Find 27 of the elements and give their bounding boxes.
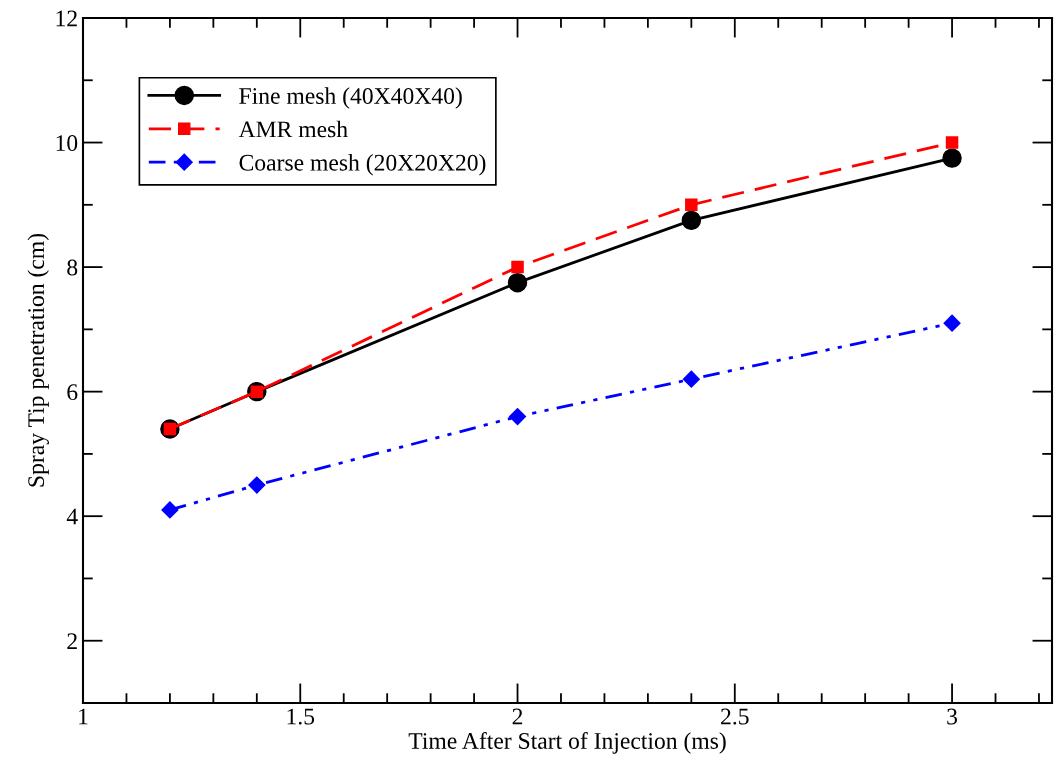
point <box>161 501 179 519</box>
x-tick-label: 2.5 <box>721 708 749 725</box>
point <box>508 407 527 426</box>
point <box>248 476 266 494</box>
legend-label: AMR mesh <box>238 120 348 138</box>
point <box>682 370 700 388</box>
legend-label: Coarse mesh (20X20X20) <box>239 154 486 176</box>
point <box>507 272 528 293</box>
point <box>943 314 961 332</box>
point <box>681 210 702 231</box>
x-axis-title: Time After Start of Injection (ms) <box>408 732 726 754</box>
y-tick-label: 6 <box>67 384 78 401</box>
y-axis-title: Spray Tip penetration (cm) <box>27 233 49 487</box>
x-tick-label: 2 <box>512 708 523 725</box>
x-tick-label: 1.5 <box>287 708 315 725</box>
legend-label: Fine mesh (40X40X40) <box>239 87 462 109</box>
y-tick-label: 10 <box>56 135 78 151</box>
x-tick-label: 3 <box>947 708 958 725</box>
y-tick-label: 8 <box>67 259 78 276</box>
y-tick-label: 12 <box>56 10 77 27</box>
point <box>942 148 962 168</box>
point <box>685 198 698 212</box>
x-tick-label: 1 <box>79 708 88 725</box>
point <box>945 136 959 149</box>
y-tick-label: 2 <box>67 633 77 649</box>
y-tick-label: 4 <box>66 508 78 525</box>
point <box>511 260 524 274</box>
